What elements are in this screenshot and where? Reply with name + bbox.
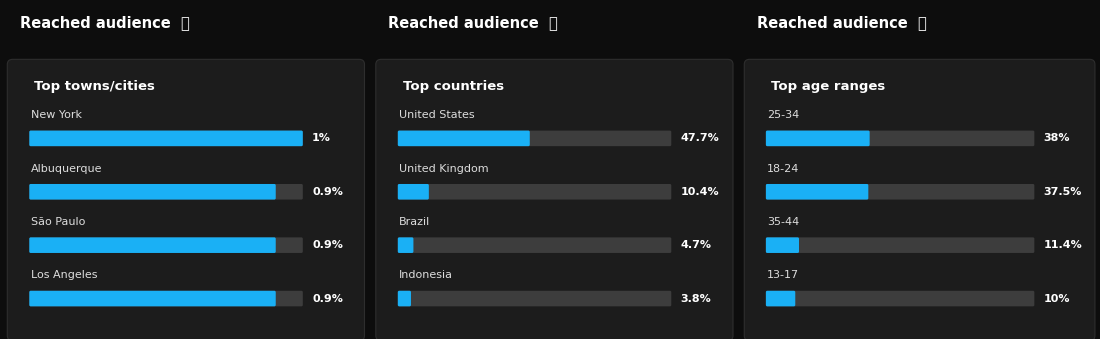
Text: 13-17: 13-17 (768, 271, 800, 280)
Text: 35-44: 35-44 (768, 217, 800, 227)
FancyBboxPatch shape (398, 291, 671, 306)
Text: Top countries: Top countries (403, 80, 504, 93)
Text: São Paulo: São Paulo (31, 217, 85, 227)
FancyBboxPatch shape (398, 184, 429, 200)
FancyBboxPatch shape (30, 237, 276, 253)
Text: 3.8%: 3.8% (681, 294, 712, 303)
Text: 10.4%: 10.4% (681, 187, 719, 197)
Text: 11.4%: 11.4% (1044, 240, 1082, 250)
FancyBboxPatch shape (8, 59, 364, 339)
Text: 1%: 1% (312, 133, 331, 143)
Text: 4.7%: 4.7% (681, 240, 712, 250)
Text: 0.9%: 0.9% (312, 187, 343, 197)
FancyBboxPatch shape (766, 131, 870, 146)
FancyBboxPatch shape (376, 59, 733, 339)
FancyBboxPatch shape (30, 184, 302, 200)
FancyBboxPatch shape (30, 291, 302, 306)
Text: 47.7%: 47.7% (681, 133, 719, 143)
FancyBboxPatch shape (766, 184, 868, 200)
FancyBboxPatch shape (398, 237, 414, 253)
FancyBboxPatch shape (30, 237, 302, 253)
Text: New York: New York (31, 110, 81, 120)
FancyBboxPatch shape (766, 291, 795, 306)
FancyBboxPatch shape (398, 131, 530, 146)
FancyBboxPatch shape (766, 237, 799, 253)
FancyBboxPatch shape (766, 184, 1034, 200)
Text: 18-24: 18-24 (768, 163, 800, 174)
Text: Top age ranges: Top age ranges (771, 80, 886, 93)
FancyBboxPatch shape (30, 184, 276, 200)
FancyBboxPatch shape (398, 237, 671, 253)
FancyBboxPatch shape (766, 291, 1034, 306)
Text: Albuquerque: Albuquerque (31, 163, 102, 174)
FancyBboxPatch shape (30, 131, 302, 146)
Text: United Kingdom: United Kingdom (399, 163, 488, 174)
Text: Top towns/cities: Top towns/cities (34, 80, 155, 93)
Text: Reached audience  ⓘ: Reached audience ⓘ (757, 15, 926, 30)
FancyBboxPatch shape (745, 59, 1094, 339)
Text: Brazil: Brazil (399, 217, 430, 227)
Text: 10%: 10% (1044, 294, 1070, 303)
Text: 25-34: 25-34 (768, 110, 800, 120)
Text: United States: United States (399, 110, 475, 120)
Text: Reached audience  ⓘ: Reached audience ⓘ (20, 15, 189, 30)
Text: Reached audience  ⓘ: Reached audience ⓘ (388, 15, 558, 30)
FancyBboxPatch shape (30, 131, 302, 146)
Text: 0.9%: 0.9% (312, 240, 343, 250)
Text: 38%: 38% (1044, 133, 1070, 143)
Text: 0.9%: 0.9% (312, 294, 343, 303)
FancyBboxPatch shape (398, 131, 671, 146)
FancyBboxPatch shape (766, 237, 1034, 253)
FancyBboxPatch shape (398, 291, 411, 306)
Text: Indonesia: Indonesia (399, 271, 453, 280)
FancyBboxPatch shape (766, 131, 1034, 146)
Text: 37.5%: 37.5% (1044, 187, 1082, 197)
Text: Los Angeles: Los Angeles (31, 271, 97, 280)
FancyBboxPatch shape (30, 291, 276, 306)
FancyBboxPatch shape (398, 184, 671, 200)
